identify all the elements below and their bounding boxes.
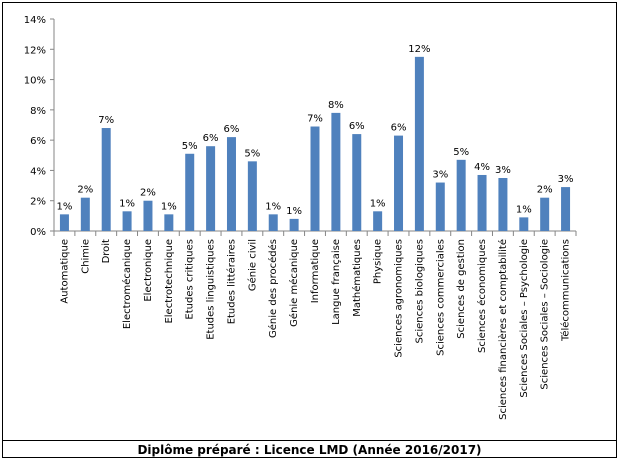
category-label: Electrotechnique [164, 239, 175, 324]
bar [247, 161, 257, 231]
category-label: Physique [373, 239, 384, 284]
category-label: Automatique [59, 239, 70, 304]
y-tick-label: 6% [30, 136, 46, 147]
bar [206, 146, 216, 231]
data-label: 6% [224, 124, 240, 135]
bar [164, 214, 174, 231]
data-label: 6% [349, 121, 365, 132]
bar [185, 153, 195, 231]
data-label: 2% [140, 188, 156, 199]
category-label: Informatique [310, 239, 321, 303]
data-label: 1% [57, 201, 73, 212]
bar [540, 197, 550, 231]
category-label: Sciences de gestion [456, 239, 467, 339]
data-label: 1% [516, 204, 532, 215]
category-label: Génie civil [246, 239, 258, 291]
bar [80, 197, 90, 231]
category-label: Etudes linguistiques [206, 239, 217, 340]
bar [122, 211, 132, 231]
category-label: Sciences économiques [476, 239, 488, 353]
data-label: 3% [495, 165, 511, 176]
data-label: 1% [161, 201, 177, 212]
category-label: Sciences Sociales – Sociologie [540, 239, 551, 390]
y-tick-label: 10% [24, 76, 46, 87]
category-label: Droit [101, 239, 112, 263]
data-label: 4% [474, 162, 490, 173]
bar [498, 178, 508, 231]
data-label: 6% [391, 123, 407, 134]
data-label: 5% [453, 147, 469, 158]
bar [143, 200, 153, 231]
data-label: 2% [77, 185, 93, 196]
bar [477, 174, 487, 231]
category-label: Sciences agronomiques [394, 239, 405, 358]
chart-caption: Diplôme préparé : Licence LMD (Année 201… [137, 442, 482, 457]
data-label: 7% [307, 114, 323, 125]
y-tick-label: 14% [24, 15, 46, 26]
bar [226, 137, 236, 231]
bar [456, 159, 466, 231]
y-tick-label: 4% [30, 166, 46, 177]
y-tick-label: 8% [30, 106, 46, 117]
category-label: Sciences financières et comptabilité [497, 239, 509, 420]
category-label: Electronique [143, 239, 154, 302]
bar [289, 218, 299, 231]
category-label: Génie des procédés [267, 239, 279, 338]
bar [414, 56, 424, 231]
bar [561, 187, 571, 231]
data-label: 1% [265, 201, 281, 212]
data-label: 1% [119, 198, 135, 209]
bar [59, 214, 69, 231]
caption-bar: Diplôme préparé : Licence LMD (Année 201… [2, 440, 617, 458]
data-label: 5% [182, 141, 198, 152]
bar [268, 214, 278, 231]
category-label: Mathématiques [351, 239, 363, 317]
data-label: 3% [558, 174, 574, 185]
bar [373, 211, 383, 231]
data-label: 7% [98, 115, 114, 126]
bar [331, 112, 341, 231]
category-label: Télécommunications [560, 239, 572, 342]
category-label: Electromécanique [121, 239, 133, 329]
data-label: 5% [244, 148, 260, 159]
category-label: Sciences commerciales [435, 239, 446, 356]
bar [519, 217, 529, 231]
y-tick-label: 12% [24, 45, 46, 56]
category-label: Sciences biologiques [414, 239, 425, 343]
bar [101, 128, 111, 231]
data-label: 8% [328, 100, 344, 111]
bar [435, 182, 445, 231]
category-label: Génie mécanique [288, 239, 300, 327]
category-label: Sciences Sociales – Psychologie [519, 239, 530, 398]
category-label: Etudes critiques [185, 239, 196, 320]
data-label: 1% [286, 206, 302, 217]
data-label: 6% [203, 133, 219, 144]
category-label: Chimie [80, 239, 91, 274]
y-tick-label: 0% [30, 227, 46, 238]
bar [310, 126, 320, 231]
data-label: 1% [370, 198, 386, 209]
y-tick-label: 2% [30, 197, 46, 208]
data-label: 12% [408, 44, 430, 55]
bar-chart: 0% 2% 4% 6% 8% 10% 12% 14% 1% Automatique 2% Chimie… [24, 15, 577, 420]
bar [352, 134, 362, 231]
data-label: 3% [432, 170, 448, 181]
category-label: Etudes littéraires [225, 239, 237, 324]
bar [394, 135, 404, 231]
data-label: 2% [537, 185, 553, 196]
category-label: Langue française [331, 239, 342, 325]
